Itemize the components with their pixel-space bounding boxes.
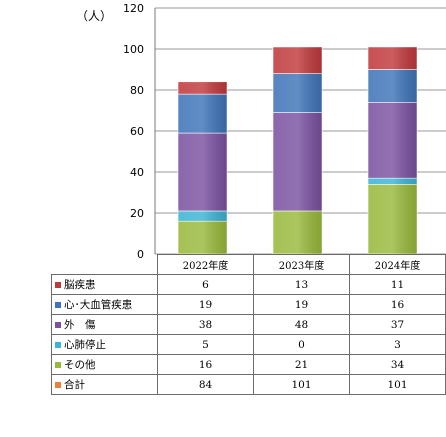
table-cell: 101 <box>349 374 446 395</box>
table-cell: 101 <box>253 374 350 395</box>
table-cell: 34 <box>349 354 446 375</box>
legend-swatch-cardiac-arrest <box>55 342 61 348</box>
table-header-2022: 2022年度 <box>157 254 254 275</box>
legend-swatch-total <box>55 382 61 388</box>
y-tick-label: 40 <box>130 166 144 179</box>
bar-segment-shading <box>178 221 227 254</box>
row-label-brain: 脳疾患 <box>51 274 158 295</box>
table-cell: 13 <box>253 274 350 295</box>
table-header-2023: 2023年度 <box>253 254 350 275</box>
table-cell: 21 <box>253 354 350 375</box>
bar-segment-shading <box>273 73 322 113</box>
table-cell: 6 <box>157 274 254 295</box>
table-row-trauma: 外 傷 38 48 37 <box>51 314 446 335</box>
table-cell: 84 <box>157 374 254 395</box>
y-axis-unit-label: （人） <box>76 9 112 23</box>
bar-segment-shading <box>368 69 417 103</box>
table-row-cardiac-arrest: 心肺停止 5 0 3 <box>51 334 446 355</box>
y-tick-label: 60 <box>130 125 144 138</box>
table-cell: 48 <box>253 314 350 335</box>
data-table: 2022年度 2023年度 2024年度 脳疾患 6 13 11 心･大血管疾患… <box>51 254 446 395</box>
table-cell: 19 <box>253 294 350 315</box>
row-label-text: 外 傷 <box>64 319 96 331</box>
bar-segment-shading <box>368 102 417 179</box>
table-cell: 5 <box>157 334 254 355</box>
legend-swatch-trauma <box>55 322 61 328</box>
table-cell: 16 <box>157 354 254 375</box>
row-label-text: 合計 <box>64 379 85 391</box>
table-cell: 19 <box>157 294 254 315</box>
bar-segment-shading <box>273 46 322 74</box>
table-cell: 38 <box>157 314 254 335</box>
legend-swatch-brain <box>55 282 61 288</box>
row-label-total: 合計 <box>51 374 158 395</box>
row-label-text: 心肺停止 <box>64 339 106 351</box>
legend-swatch-cardio <box>55 302 61 308</box>
table-cell: 0 <box>253 334 350 355</box>
table-cell: 37 <box>349 314 446 335</box>
bar-segment-shading <box>178 94 227 134</box>
row-label-text: 脳疾患 <box>64 279 96 291</box>
table-cell: 11 <box>349 274 446 295</box>
y-tick-label: 120 <box>123 2 144 15</box>
bar-segment-shading <box>178 133 227 211</box>
table-row-total: 合計 84 101 101 <box>51 374 446 395</box>
bar-segment-shading <box>368 46 417 70</box>
bar-segment-shading <box>178 210 227 222</box>
table-row-other: その他 16 21 34 <box>51 354 446 375</box>
bar-segment-shading <box>273 210 322 254</box>
row-label-trauma: 外 傷 <box>51 314 158 335</box>
bar-segment-shading <box>368 184 417 254</box>
table-cell: 3 <box>349 334 446 355</box>
bar-stacks <box>177 46 418 255</box>
table-cell: 16 <box>349 294 446 315</box>
row-label-text: 心･大血管疾患 <box>64 299 133 311</box>
bar-segment-shading <box>368 178 417 185</box>
row-label-other: その他 <box>51 354 158 375</box>
table-row-cardio: 心･大血管疾患 19 19 16 <box>51 294 446 315</box>
y-tick-label: 100 <box>123 43 144 56</box>
row-label-text: その他 <box>64 359 96 371</box>
table-header-2024: 2024年度 <box>349 254 446 275</box>
table-corner-cell <box>51 254 158 275</box>
bar-segment-shading <box>273 112 322 211</box>
row-label-cardiac-arrest: 心肺停止 <box>51 334 158 355</box>
y-tick-label: 20 <box>130 207 144 220</box>
bar-segment-shading <box>178 81 227 95</box>
y-tick-label: 80 <box>130 84 144 97</box>
table-header-row: 2022年度 2023年度 2024年度 <box>51 254 446 275</box>
row-label-cardio: 心･大血管疾患 <box>51 294 158 315</box>
table-row-brain: 脳疾患 6 13 11 <box>51 274 446 295</box>
legend-swatch-other <box>55 362 61 368</box>
